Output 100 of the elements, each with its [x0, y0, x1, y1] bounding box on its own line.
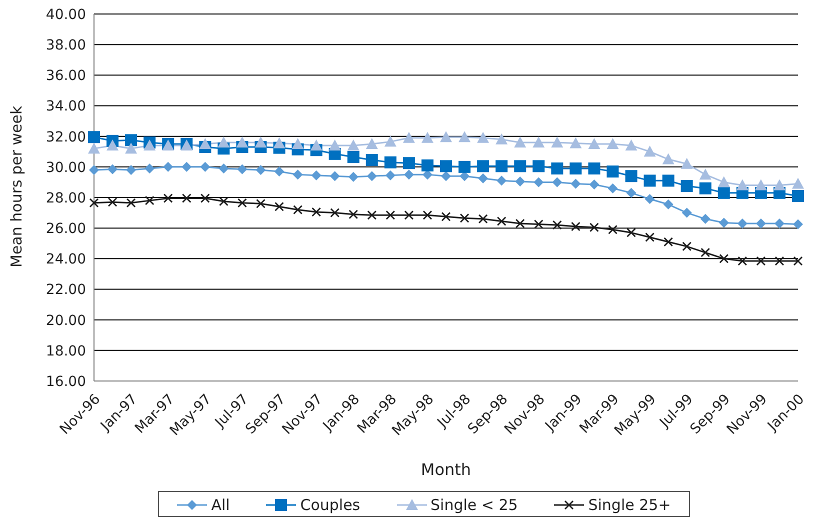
point — [108, 164, 118, 174]
point — [680, 158, 693, 169]
point — [496, 160, 508, 172]
point — [89, 164, 99, 175]
point — [125, 142, 138, 154]
point — [571, 222, 580, 232]
point — [385, 170, 396, 180]
y-tick-label: 40.00 — [46, 6, 86, 23]
point — [106, 140, 119, 151]
point — [792, 178, 804, 189]
point — [532, 136, 545, 148]
point — [328, 140, 341, 151]
point — [644, 194, 655, 204]
point — [200, 194, 210, 203]
point — [718, 176, 730, 188]
point — [664, 237, 673, 246]
point — [164, 194, 173, 203]
point — [366, 154, 378, 166]
y-tick-label: 38.00 — [46, 38, 86, 54]
point — [347, 140, 360, 151]
point — [90, 198, 98, 208]
legend-label: Single 25+ — [587, 496, 671, 514]
point — [700, 248, 710, 258]
point — [386, 210, 395, 220]
point — [737, 218, 748, 228]
point — [477, 132, 490, 143]
point — [625, 170, 638, 182]
point — [366, 171, 377, 182]
point — [126, 198, 136, 208]
legend-label: Single < 25 — [430, 496, 518, 514]
point — [218, 136, 230, 148]
point — [699, 182, 712, 194]
point — [663, 199, 674, 210]
y-tick-label: 32.00 — [46, 129, 86, 146]
point — [144, 140, 156, 151]
point — [310, 140, 322, 151]
point — [699, 168, 712, 180]
point — [644, 174, 656, 187]
point — [497, 216, 506, 226]
y-tick-label: 28.00 — [46, 190, 86, 206]
point — [273, 137, 286, 148]
point — [256, 164, 266, 175]
point — [793, 219, 803, 230]
point — [700, 214, 710, 224]
point — [774, 256, 784, 266]
legend-label: Couples — [299, 496, 360, 514]
point — [460, 171, 470, 182]
point — [422, 170, 432, 180]
point — [88, 131, 100, 144]
point — [644, 146, 656, 157]
legend-label: All — [210, 496, 230, 514]
point — [238, 198, 247, 208]
point — [645, 232, 654, 242]
point — [200, 162, 210, 172]
point — [347, 150, 360, 163]
point — [108, 198, 118, 207]
point — [254, 136, 267, 148]
point — [662, 153, 674, 164]
point — [274, 202, 284, 212]
point — [534, 177, 544, 188]
point — [756, 256, 766, 266]
point — [199, 138, 212, 149]
point — [88, 142, 100, 154]
point — [570, 178, 581, 189]
point — [756, 218, 766, 228]
point — [608, 183, 618, 194]
point — [534, 220, 544, 229]
point — [515, 176, 526, 186]
point — [311, 170, 322, 180]
point — [256, 199, 266, 208]
point — [182, 162, 192, 172]
point — [422, 210, 432, 220]
point — [402, 132, 415, 143]
y-tick-label: 36.00 — [46, 68, 86, 84]
point — [384, 156, 396, 168]
point — [442, 212, 450, 222]
point — [477, 160, 490, 172]
point — [516, 218, 525, 228]
y-tick-label: 20.00 — [46, 312, 86, 329]
point — [384, 136, 396, 147]
point — [552, 220, 562, 230]
point — [367, 210, 376, 220]
point — [219, 196, 228, 206]
point — [625, 140, 638, 151]
point — [794, 256, 802, 266]
point — [774, 218, 784, 228]
point — [570, 137, 582, 148]
point — [145, 196, 154, 206]
point — [348, 172, 358, 182]
point — [662, 174, 674, 187]
y-axis-title: Mean hours per week — [7, 106, 26, 268]
point — [551, 162, 564, 174]
point — [682, 242, 692, 251]
point — [792, 190, 804, 202]
point — [366, 138, 378, 149]
point — [718, 186, 730, 199]
point — [292, 138, 304, 149]
point — [218, 163, 229, 174]
point — [719, 254, 728, 264]
point — [680, 180, 693, 192]
